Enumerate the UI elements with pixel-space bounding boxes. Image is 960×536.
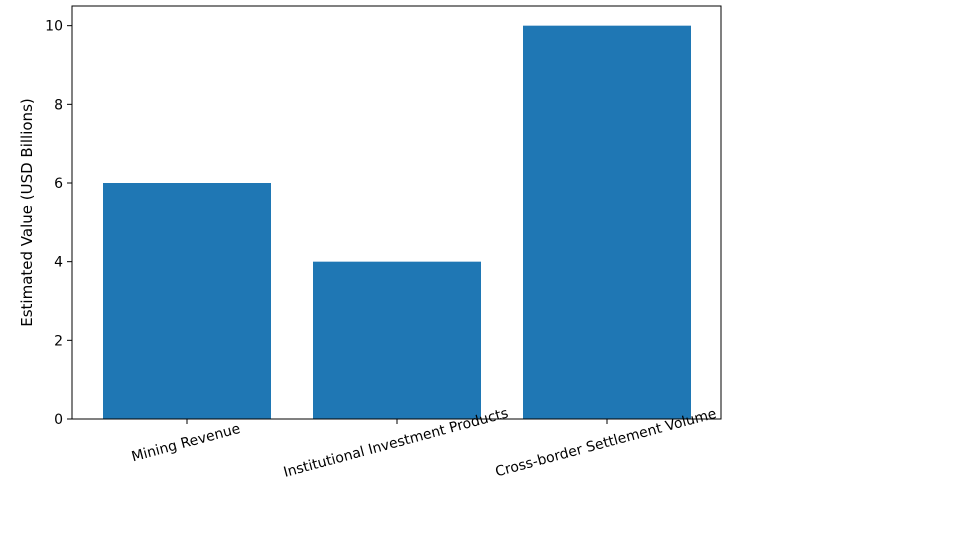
y-tick-label: 10 [45,19,63,35]
y-tick-label: 6 [54,176,63,192]
x-tick-label: Mining Revenue [130,421,242,465]
y-tick-label: 4 [54,255,63,271]
plot-frame [71,5,722,420]
y-axis-label: Estimated Value (USD Billions) [18,98,36,327]
bar-cross-border-settlement-volume [523,25,691,420]
bar-mining-revenue [103,183,271,419]
y-tick-label: 8 [54,97,63,113]
y-tick-label: 2 [54,333,63,349]
y-axis: 0 2 4 6 8 10 [45,19,72,428]
bar-institutional-investment-products [313,261,481,419]
bars-group [103,25,691,420]
y-tick-label: 0 [54,412,63,428]
